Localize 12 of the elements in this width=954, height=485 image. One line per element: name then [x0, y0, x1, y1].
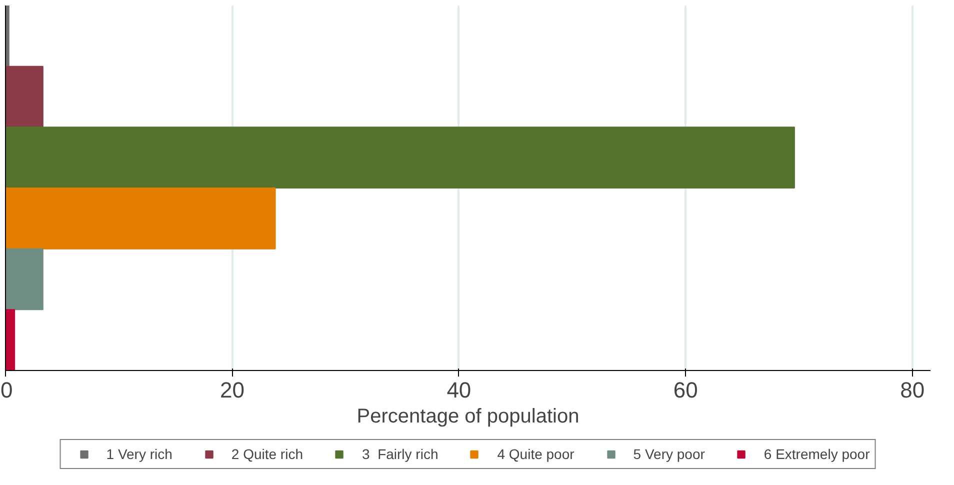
x-tick-label: 80 — [900, 378, 925, 402]
legend-label: 4 Quite poor — [497, 446, 574, 462]
x-axis-title: Percentage of population — [356, 406, 580, 428]
legend-label: 3 Fairly rich — [362, 446, 438, 462]
legend-label: 2 Quite rich — [231, 446, 303, 462]
x-tick-label: 0 — [0, 378, 13, 402]
x-tick-label: 20 — [220, 378, 244, 402]
x-tick-label: 60 — [673, 378, 698, 402]
x-tick-label: 40 — [446, 378, 472, 402]
legend-label: 5 Very poor — [633, 446, 705, 462]
legend-label: 6 Extremely poor — [764, 446, 870, 462]
legend-label: 1 Very rich — [106, 446, 172, 462]
